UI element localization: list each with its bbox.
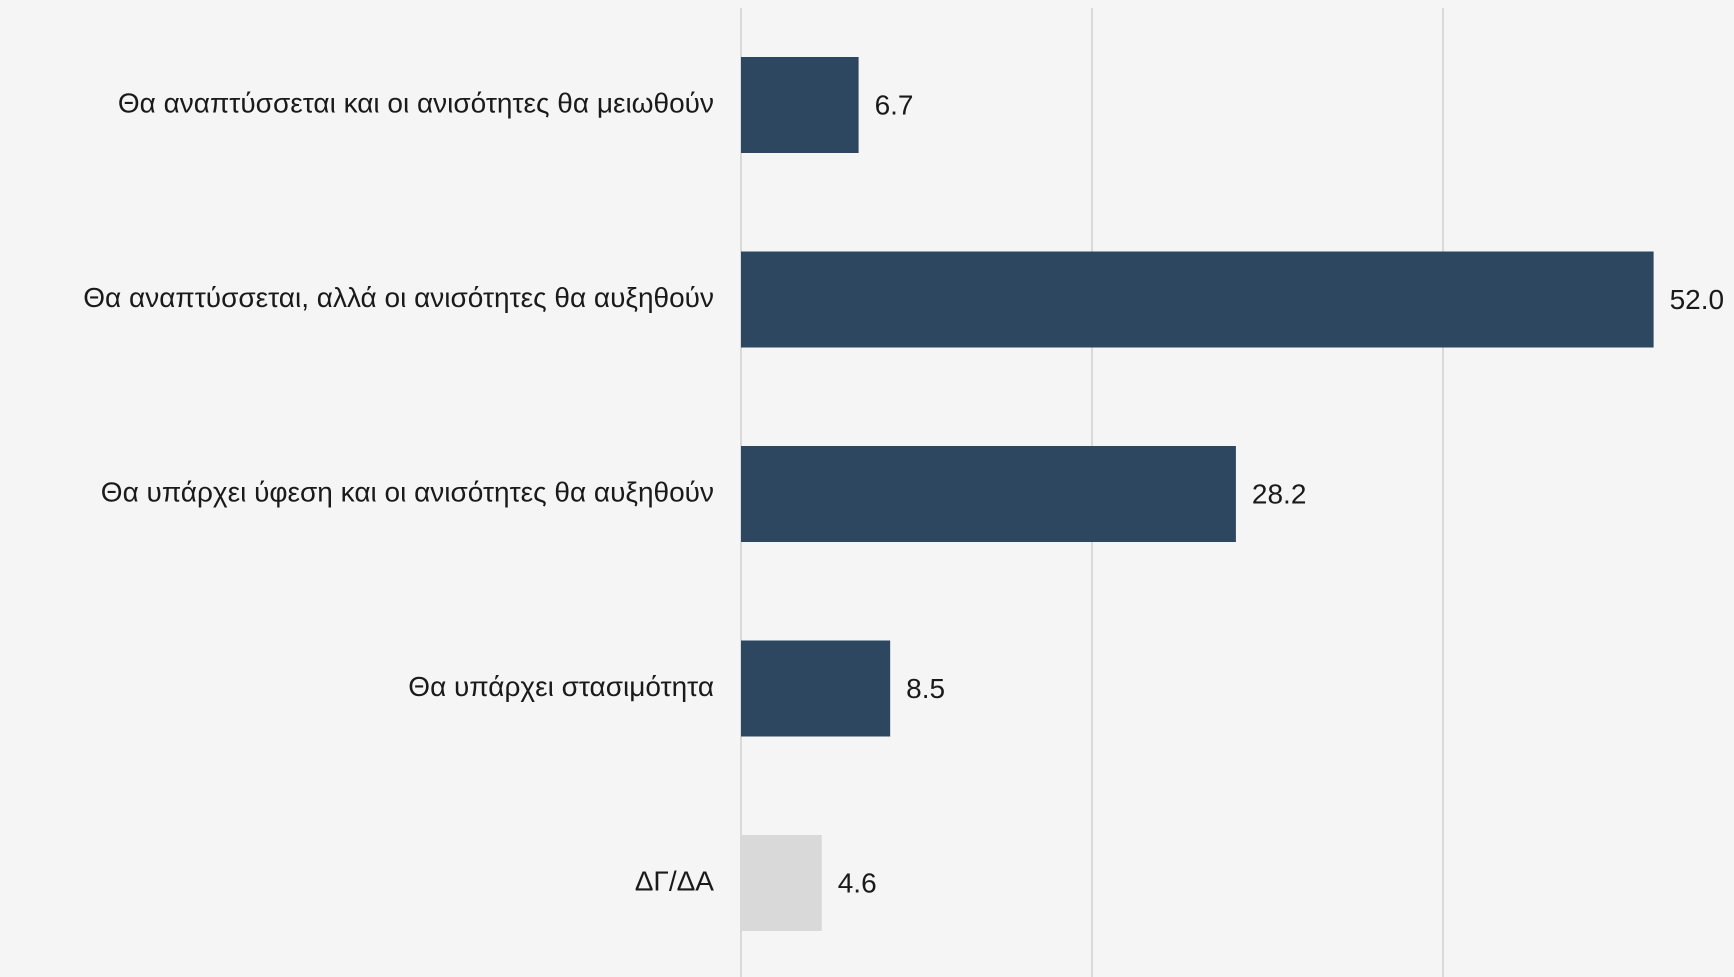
bar bbox=[741, 640, 891, 737]
category-label: Θα υπάρχει στασιμότητα bbox=[408, 671, 714, 702]
bar bbox=[741, 835, 822, 931]
value-label: 8.5 bbox=[906, 673, 945, 704]
value-labels: 6.7 52.0 28.2 8.5 4.6 bbox=[838, 89, 1724, 898]
bar bbox=[741, 251, 1654, 348]
value-label: 28.2 bbox=[1252, 478, 1307, 509]
bars bbox=[741, 57, 1654, 931]
category-label: ΔΓ/ΔΑ bbox=[635, 865, 715, 896]
value-label: 4.6 bbox=[838, 867, 877, 898]
category-label: Θα αναπτύσσεται, αλλά οι ανισότητες θα α… bbox=[83, 282, 714, 313]
bar bbox=[741, 57, 859, 153]
value-label: 52.0 bbox=[1670, 284, 1725, 315]
bar bbox=[741, 446, 1236, 542]
category-labels: Θα αναπτύσσεται και οι ανισότητες θα μει… bbox=[83, 87, 714, 896]
category-label: Θα αναπτύσσεται και οι ανισότητες θα μει… bbox=[118, 87, 714, 118]
category-label: Θα υπάρχει ύφεση και οι ανισότητες θα αυ… bbox=[101, 476, 714, 507]
value-label: 6.7 bbox=[875, 89, 914, 120]
